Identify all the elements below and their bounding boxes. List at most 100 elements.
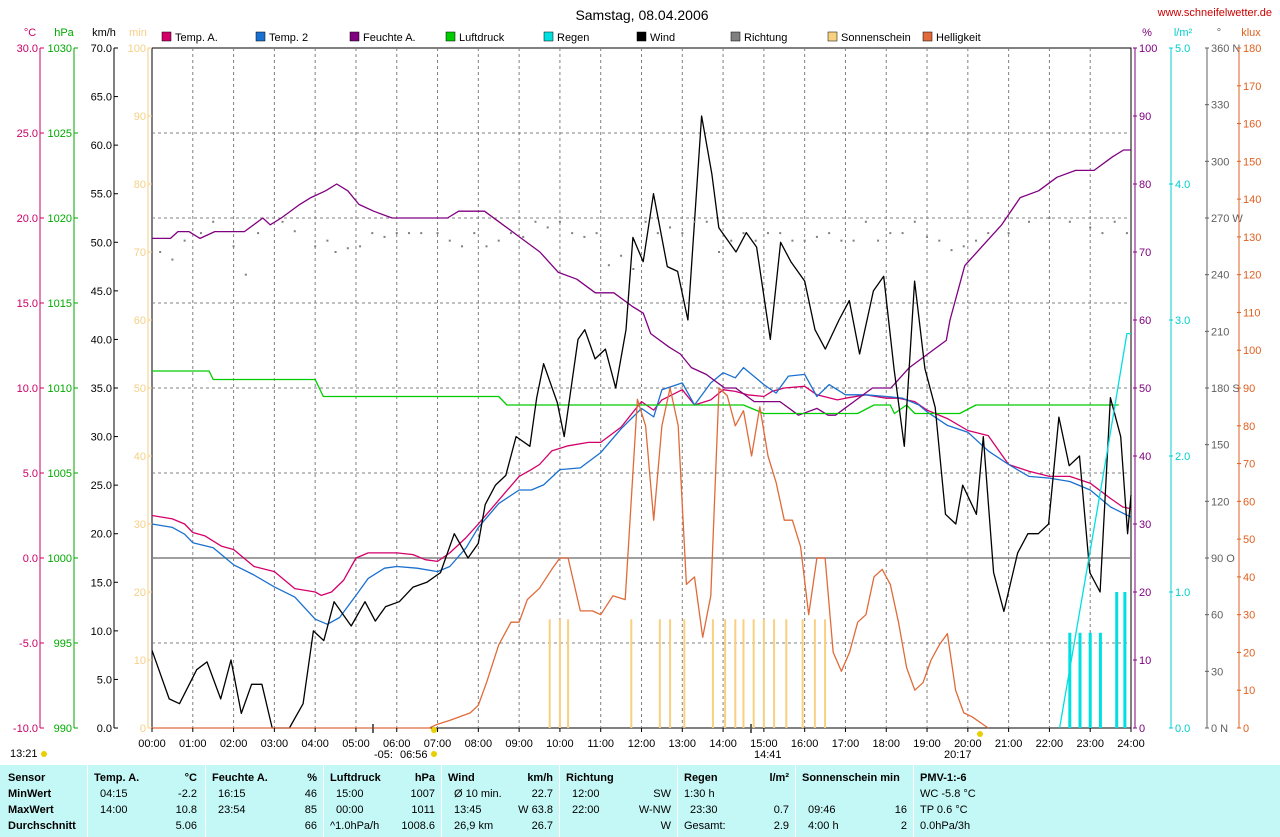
x-tick-label: 01:00 [179,738,207,750]
right-tick-label: 80 [1243,421,1255,433]
x-tick-label: 03:00 [261,738,289,750]
right-tick-label: 10 [1139,655,1151,667]
direction-dot [754,239,757,242]
regen-total-value: 2.9 [773,820,789,832]
wind-avg10-value: 22.7 [531,788,553,800]
direction-dot [926,235,929,238]
x-tick-label: 02:00 [220,738,248,750]
left-tick-label: -10.0 [13,723,38,735]
direction-dot [497,239,500,242]
right-tick-label: 100 [1139,43,1157,55]
regen-duration: 1:30 h [684,788,715,800]
legend: Temp. A. Temp. 2 Feuchte A. Luftdruck Regen W… [161,31,981,44]
richtung-min-value: SW [653,788,671,800]
left-time-label: 13:21 [10,748,38,760]
x-tick-label: 13:00 [669,738,697,750]
sunset-time: 20:17 [944,749,972,761]
legend-label: Temp. A. [175,32,218,44]
series-line-luftdruck [152,370,1119,415]
right-tick-label: 160 [1243,119,1261,131]
direction-dot [987,232,990,235]
site-link[interactable]: www.schneifelwetter.de [1157,7,1272,19]
left-tick-label: 1015 [48,298,72,310]
right-tick-label: 150 [1211,440,1229,452]
richtung-min-time: 12:00 [572,788,600,800]
temp-max-time: 14:00 [100,804,128,816]
right-tick-label: 90 [1139,111,1151,123]
x-tick-label: 21:00 [995,738,1023,750]
x-tick-label: 20:00 [954,738,982,750]
left-tick-label: 10 [134,655,146,667]
x-tick-label: 11:00 [587,738,614,750]
right-tick-label: 40 [1243,572,1255,584]
axes: 30.025.020.015.010.05.00.0-5.0-10.0°C103… [10,27,1261,761]
direction-dot [938,239,941,242]
direction-dot [244,273,247,276]
right-axis-unit: % [1142,27,1152,39]
regen-header: Regen [684,772,718,784]
direction-dot [852,239,855,242]
direction-dot [522,235,525,238]
direction-dot [718,251,721,253]
richtung-max-time: 22:00 [572,804,600,816]
x-tick-label: 24:00 [1117,738,1145,750]
right-tick-label: 210 [1211,326,1229,338]
x-tick-label: 09:00 [505,738,533,750]
direction-dot [183,239,186,242]
bars [548,592,1127,728]
right-tick-label: 100 [1243,345,1261,357]
feuchte-max-value: 85 [304,804,317,816]
left-tick-label: 0.0 [97,723,112,735]
luftdruck-unit: hPa [414,772,435,784]
x-tick-label: 06:00 [383,738,411,750]
series-lines [151,115,1132,729]
direction-dot [974,239,977,242]
direction-dot [326,239,329,242]
sun-icon [41,751,47,757]
direction-dot [595,232,598,235]
direction-dot [558,220,561,223]
direction-dot [314,245,317,248]
legend-swatch [922,31,933,42]
right-tick-label: 70 [1243,459,1255,471]
richtung-max-value: W-NW [638,804,671,816]
right-tick-label: 300 [1211,156,1229,168]
direction-dot [889,232,892,235]
left-tick-label: 45.0 [91,286,112,298]
right-tick-label: 5.0 [1175,43,1190,55]
pmv-pressure-trend: 0.0hPa/3h [920,820,971,832]
direction-dot [828,232,831,235]
left-tick-label: 5.0 [97,674,112,686]
col-sonne: Sonnenschein min 09:46 16 4:00 h 2 [796,765,914,837]
left-tick-label: 25.0 [17,128,38,140]
temp-min-value: -2.2 [178,788,197,800]
feuchte-unit: % [307,772,317,784]
wind-avg10-label: Ø 10 min. [454,788,502,800]
x-tick-label: 22:00 [1036,738,1064,750]
direction-dot [232,245,235,248]
peak-time: 14:41 [754,749,782,761]
feuchte-avg-value: 66 [304,820,317,832]
direction-dot [461,245,464,248]
luftdruck-avg-value: 1008.6 [401,820,435,832]
x-tick-label: 04:00 [301,738,329,750]
direction-dot [546,226,549,229]
sunrise-icon [431,751,437,757]
temp-avg-value: 5.06 [175,820,197,832]
direction-dot [705,220,708,223]
left-tick-label: 55.0 [91,189,112,201]
right-tick-label: 60 [1243,496,1255,508]
wind-header: Wind [448,772,475,784]
right-tick-label: 50 [1139,383,1151,395]
left-axis-unit: km/h [92,27,116,39]
right-tick-label: 1.0 [1175,587,1190,599]
x-tick-label: 12:00 [628,738,656,750]
x-tick-label: 17:00 [832,738,860,750]
left-tick-label: 1030 [48,43,72,55]
right-tick-label: 360 N [1211,43,1240,55]
regen-max-time: 23:30 [690,804,718,816]
right-tick-label: 240 [1211,270,1229,282]
direction-dot [485,245,488,248]
right-tick-label: 20 [1243,647,1255,659]
direction-dot [1068,220,1071,223]
